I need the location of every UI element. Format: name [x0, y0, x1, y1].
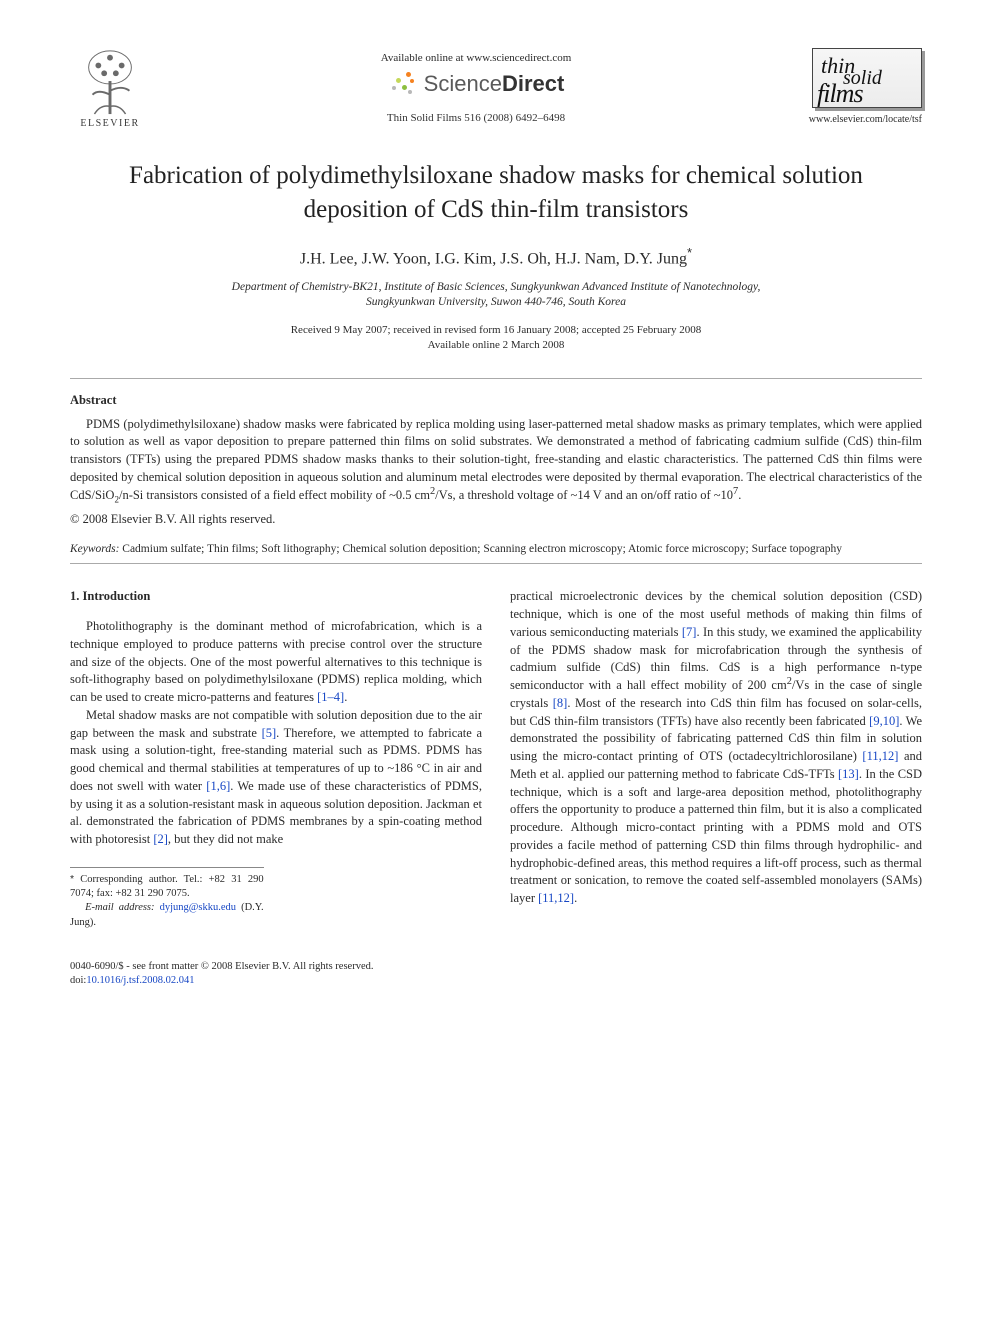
ref-link[interactable]: [13]	[838, 767, 859, 781]
ref-link[interactable]: [1–4]	[317, 690, 344, 704]
intro-p1: Photolithography is the dominant method …	[70, 618, 482, 707]
ref-link[interactable]: [11,12]	[862, 749, 898, 763]
corresponding-author-footnote: * Corresponding author. Tel.: +82 31 290…	[70, 867, 264, 930]
ref-link[interactable]: [7]	[682, 625, 697, 639]
section-heading-intro: 1. Introduction	[70, 588, 482, 606]
affil-line1: Department of Chemistry-BK21, Institute …	[232, 281, 761, 293]
intro-p3: practical microelectronic devices by the…	[510, 588, 922, 908]
abstract-label: Abstract	[70, 393, 922, 408]
article-history: Received 9 May 2007; received in revised…	[70, 323, 922, 354]
affil-line2: Sungkyunkwan University, Suwon 440-746, …	[366, 296, 626, 308]
journal-reference: Thin Solid Films 516 (2008) 6492–6498	[150, 112, 802, 124]
sd-word-bold: Direct	[502, 71, 564, 96]
tsf-word-films: films	[817, 79, 863, 108]
ref-link[interactable]: [8]	[553, 696, 568, 710]
doi-link[interactable]: 10.1016/j.tsf.2008.02.041	[86, 975, 194, 986]
corr-star: *	[70, 873, 74, 885]
sd-burst-icon	[388, 70, 416, 98]
available-online-text: Available online at www.sciencedirect.co…	[150, 52, 802, 64]
keywords-list: Cadmium sulfate; Thin films; Soft lithog…	[122, 543, 842, 555]
publisher-logo: ELSEVIER	[70, 48, 150, 129]
history-received: Received 9 May 2007; received in revised…	[291, 324, 702, 336]
abstract-text: PDMS (polydimethylsiloxane) shadow masks…	[70, 416, 922, 505]
abstract-copyright: © 2008 Elsevier B.V. All rights reserved…	[70, 512, 922, 527]
corr-email-label: E-mail address:	[85, 902, 154, 913]
footer-front-matter: 0040-6090/$ - see front matter © 2008 El…	[70, 961, 373, 972]
corresponding-marker: *	[687, 245, 692, 260]
doi-label: doi:	[70, 975, 86, 986]
ref-link[interactable]: [5]	[262, 726, 277, 740]
footer-meta: 0040-6090/$ - see front matter © 2008 El…	[70, 960, 922, 988]
sd-wordmark: ScienceDirect	[424, 71, 565, 97]
affiliation: Department of Chemistry-BK21, Institute …	[70, 280, 922, 311]
header-center: Available online at www.sciencedirect.co…	[150, 48, 802, 124]
divider	[70, 563, 922, 564]
keywords-block: Keywords: Cadmium sulfate; Thin films; S…	[70, 541, 922, 557]
publisher-name: ELSEVIER	[70, 118, 150, 129]
elsevier-tree-icon	[79, 48, 141, 116]
corr-email-link[interactable]: dyjung@skku.edu	[160, 902, 236, 913]
article-title: Fabrication of polydimethylsiloxane shad…	[90, 159, 902, 227]
article-body: 1. Introduction Photolithography is the …	[70, 588, 922, 929]
keywords-label: Keywords:	[70, 543, 119, 555]
authors-names: J.H. Lee, J.W. Yoon, I.G. Kim, J.S. Oh, …	[300, 250, 687, 267]
article-header: ELSEVIER Available online at www.science…	[70, 48, 922, 129]
ref-link[interactable]: [1,6]	[206, 779, 230, 793]
locate-url: www.elsevier.com/locate/tsf	[802, 114, 922, 125]
sciencedirect-logo: ScienceDirect	[388, 70, 565, 98]
journal-cover-icon: thin solid films	[812, 48, 922, 108]
abstract-body: PDMS (polydimethylsiloxane) shadow masks…	[70, 416, 922, 505]
header-right: thin solid films www.elsevier.com/locate…	[802, 48, 922, 125]
authors-line: J.H. Lee, J.W. Yoon, I.G. Kim, J.S. Oh, …	[70, 245, 922, 268]
intro-p2: Metal shadow masks are not compatible wi…	[70, 707, 482, 849]
ref-link[interactable]: [11,12]	[538, 891, 574, 905]
divider	[70, 378, 922, 379]
history-online: Available online 2 March 2008	[428, 339, 565, 351]
corr-text: Corresponding author. Tel.: +82 31 290 7…	[70, 874, 264, 899]
sd-word-light: Science	[424, 71, 502, 96]
ref-link[interactable]: [2]	[153, 832, 168, 846]
ref-link[interactable]: [9,10]	[869, 714, 899, 728]
